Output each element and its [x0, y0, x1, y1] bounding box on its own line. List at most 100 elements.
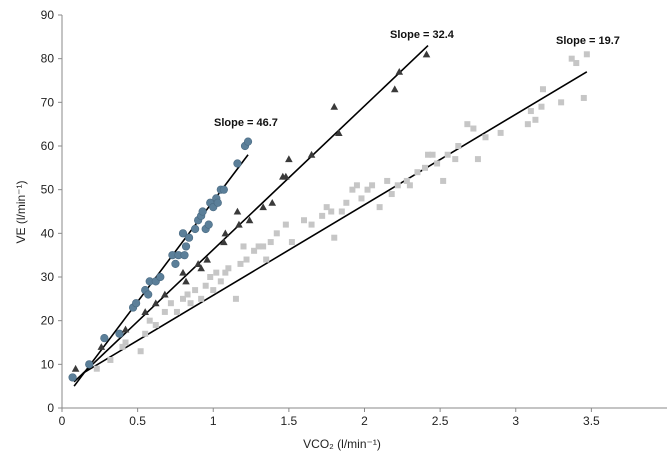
- square-point: [173, 308, 180, 315]
- square-point: [403, 177, 410, 184]
- square-point: [142, 330, 149, 337]
- x-tick-label: 0.5: [129, 414, 146, 428]
- circle-point: [181, 242, 191, 251]
- square-point: [210, 287, 217, 294]
- y-tick-label: 0: [47, 401, 54, 415]
- square-point: [184, 291, 191, 298]
- triangle-point: [245, 216, 254, 224]
- square-point: [192, 287, 199, 294]
- slope-label-squares: Slope = 19.7: [556, 35, 620, 47]
- square-point: [107, 356, 114, 363]
- triangle-point: [285, 155, 293, 163]
- square-point: [452, 156, 459, 163]
- circle-point: [178, 229, 188, 238]
- square-point: [470, 125, 477, 132]
- triangle-point: [235, 220, 243, 228]
- circle-point: [85, 360, 94, 369]
- x-tick-label: 2: [361, 414, 368, 428]
- square-point: [187, 300, 194, 307]
- triangle-point: [330, 102, 339, 110]
- triangle-point: [268, 198, 277, 206]
- x-tick-label: 3.5: [583, 414, 600, 428]
- y-tick-label: 30: [41, 270, 55, 284]
- regression-line-triangles: [73, 44, 429, 383]
- triangle-point: [334, 129, 343, 136]
- circle-point: [171, 259, 180, 269]
- triangle-point: [97, 343, 106, 350]
- regression-line-squares: [82, 71, 588, 374]
- data-points: [68, 50, 590, 382]
- y-tick-label: 60: [41, 139, 55, 153]
- square-point: [331, 234, 338, 241]
- square-point: [319, 212, 326, 219]
- triangle-point: [422, 50, 431, 58]
- circle-point: [219, 185, 228, 194]
- triangle-point: [194, 260, 202, 267]
- square-point: [558, 99, 565, 106]
- circle-point: [100, 334, 109, 343]
- triangle-point: [151, 299, 160, 307]
- circle-point: [144, 290, 153, 299]
- circle-point: [180, 251, 189, 260]
- square-point: [497, 129, 504, 136]
- square-point: [429, 151, 436, 158]
- triangle-point: [282, 172, 290, 180]
- square-point: [255, 243, 262, 250]
- x-tick-label: 2.5: [432, 414, 449, 428]
- y-tick-label: 70: [41, 95, 55, 109]
- square-point: [273, 230, 280, 237]
- square-point: [237, 260, 244, 267]
- square-point: [394, 182, 401, 189]
- square-point: [328, 208, 335, 215]
- square-point: [213, 269, 220, 276]
- circle-point: [184, 233, 194, 242]
- square-point: [217, 278, 224, 285]
- square-point: [198, 295, 205, 302]
- square-point: [161, 308, 168, 315]
- square-point: [527, 108, 534, 115]
- square-point: [222, 269, 229, 276]
- y-axis-title: VE (l/min⁻¹): [14, 180, 28, 243]
- triangle-point: [221, 229, 230, 237]
- square-point: [539, 86, 546, 93]
- circle-point: [204, 220, 213, 229]
- square-point: [406, 182, 413, 189]
- square-point: [532, 116, 539, 123]
- square-point: [464, 121, 471, 128]
- square-point: [583, 51, 590, 58]
- y-tick-label: 50: [41, 183, 55, 197]
- triangle-point: [390, 85, 399, 93]
- square-point: [353, 182, 360, 189]
- square-point: [146, 317, 153, 324]
- square-point: [267, 239, 274, 246]
- square-point: [202, 282, 209, 289]
- square-point: [425, 151, 432, 158]
- square-point: [243, 256, 250, 263]
- square-point: [122, 339, 129, 346]
- square-point: [369, 182, 376, 189]
- square-point: [538, 103, 545, 110]
- y-tick-label: 90: [41, 8, 55, 22]
- circle-point: [68, 373, 77, 382]
- triangle-point: [141, 308, 149, 315]
- square-point: [93, 365, 100, 372]
- square-point: [524, 121, 531, 128]
- triangle-point: [395, 67, 404, 75]
- triangle-point: [179, 268, 187, 276]
- square-point: [414, 169, 421, 176]
- circle-point: [198, 207, 207, 216]
- square-point: [573, 60, 580, 67]
- y-tick-label: 10: [41, 357, 55, 371]
- square-point: [376, 204, 383, 211]
- square-point: [232, 295, 239, 302]
- square-point: [444, 151, 451, 158]
- triangle-point: [161, 290, 169, 298]
- triangle-point: [182, 277, 190, 285]
- square-point: [152, 322, 159, 329]
- x-tick-label: 3: [512, 414, 519, 428]
- square-point: [440, 177, 447, 184]
- triangle-point: [71, 364, 80, 372]
- circle-point: [233, 159, 242, 168]
- square-point: [207, 274, 214, 280]
- circle-point: [132, 299, 141, 308]
